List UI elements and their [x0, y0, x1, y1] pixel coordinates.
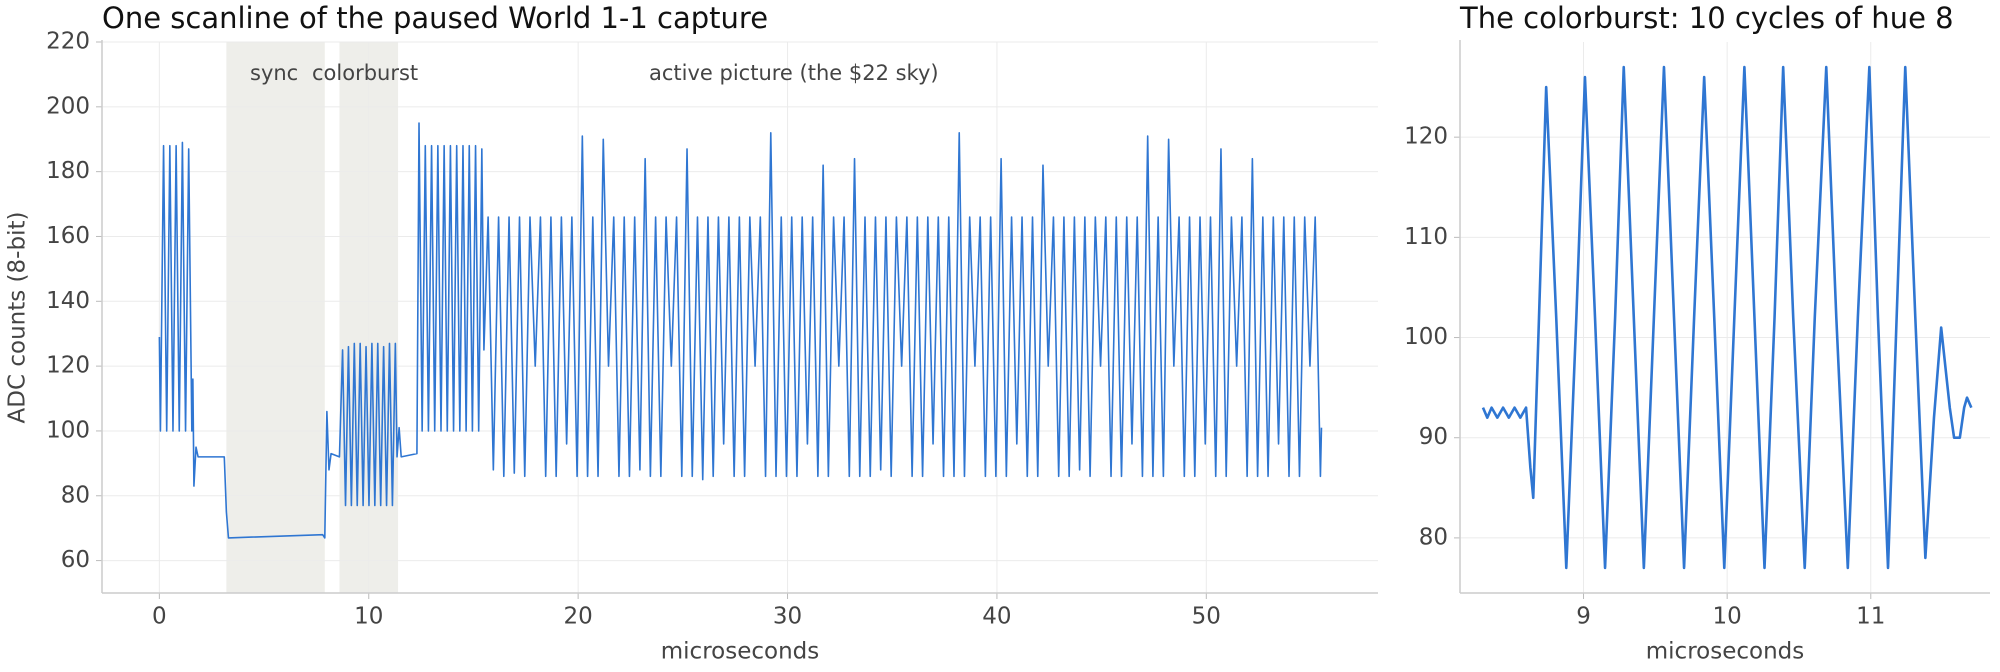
- x-tick-label: 30: [773, 604, 802, 630]
- x-tick-label: 10: [1713, 604, 1742, 630]
- data-line: [1481, 65, 1973, 570]
- x-tick-label: 0: [152, 604, 167, 630]
- y-tick-label: 60: [61, 547, 90, 573]
- y-tick-label: 120: [46, 353, 90, 379]
- chart-title: The colorburst: 10 cycles of hue 8: [1459, 1, 1954, 35]
- x-axis-label: microseconds: [661, 639, 819, 665]
- y-tick-label: 110: [1404, 224, 1448, 250]
- y-tick-label: 120: [1404, 124, 1448, 150]
- data-line: [158, 122, 1323, 539]
- y-tick-label: 200: [46, 93, 90, 119]
- y-tick-label: 180: [46, 158, 90, 184]
- y-tick-label: 80: [1419, 524, 1448, 550]
- x-tick-label: 20: [564, 604, 593, 630]
- y-tick-label: 100: [46, 417, 90, 443]
- annotation: active picture (the $22 sky): [649, 61, 939, 85]
- annotation: sync: [250, 61, 298, 85]
- x-tick-label: 9: [1576, 604, 1591, 630]
- x-tick-label: 40: [982, 604, 1011, 630]
- x-tick-label: 10: [354, 604, 383, 630]
- shaded-region: [226, 42, 325, 593]
- y-axis-label: ADC counts (8-bit): [5, 212, 31, 424]
- annotation: colorburst: [312, 61, 418, 85]
- y-tick-label: 80: [61, 482, 90, 508]
- chart-title: One scanline of the paused World 1-1 cap…: [102, 1, 768, 35]
- x-tick-label: 11: [1856, 604, 1885, 630]
- y-tick-label: 90: [1419, 424, 1448, 450]
- y-tick-label: 220: [46, 29, 90, 55]
- y-tick-label: 160: [46, 223, 90, 249]
- y-tick-label: 100: [1404, 324, 1448, 350]
- y-tick-label: 140: [46, 288, 90, 314]
- x-tick-label: 50: [1192, 604, 1221, 630]
- x-axis-label: microseconds: [1646, 639, 1804, 665]
